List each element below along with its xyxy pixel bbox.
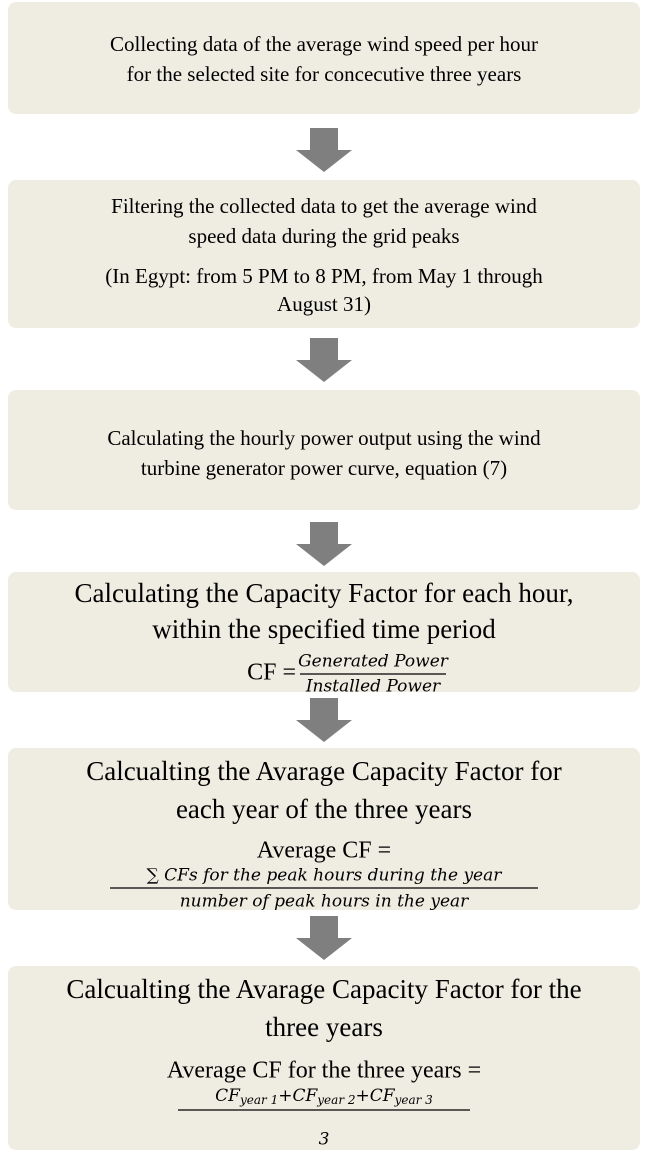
step-text: speed data during the grid peaks xyxy=(188,224,459,248)
term-sub: year 3 xyxy=(394,1093,434,1107)
arrow xyxy=(296,916,352,960)
step-box xyxy=(8,572,640,692)
step-text: Calculating the Capacity Factor for each… xyxy=(75,578,574,608)
formula-numerator: Generated Power xyxy=(298,652,449,672)
term-base: CF xyxy=(292,1086,318,1106)
operator: + xyxy=(278,1086,292,1106)
step-box xyxy=(8,748,640,910)
step-note: August 31) xyxy=(277,292,371,316)
arrow xyxy=(296,128,352,172)
step-box xyxy=(8,390,640,510)
step-text: Calculating the hourly power output usin… xyxy=(107,426,541,450)
step-text: Calcualting the Avarage Capacity Factor … xyxy=(66,974,581,1004)
step-text: within the specified time period xyxy=(152,614,496,644)
step-text: turbine generator power curve, equation … xyxy=(141,456,507,480)
formula-numerator: CFyear 1+CFyear 2+CFyear 3 xyxy=(215,1086,433,1107)
step-text: Filtering the collected data to get the … xyxy=(111,194,537,218)
step-text: three years xyxy=(265,1012,383,1042)
step-box xyxy=(8,2,640,114)
formula-numerator: ∑ CFs for the peak hours during the year xyxy=(147,866,503,886)
formula-lhs: CF = xyxy=(247,660,296,686)
arrow xyxy=(296,338,352,382)
term-base: CF xyxy=(370,1086,396,1106)
formula-denominator: Installed Power xyxy=(305,677,441,697)
step-box xyxy=(8,966,640,1150)
step-text: each year of the three years xyxy=(176,794,472,824)
arrow xyxy=(296,698,352,742)
term-sub: year 1 xyxy=(239,1093,278,1107)
formula-denominator: number of peak hours in the year xyxy=(180,892,469,912)
arrow xyxy=(296,522,352,566)
term-base: CF xyxy=(215,1086,241,1106)
step-note: (In Egypt: from 5 PM to 8 PM, from May 1… xyxy=(105,264,543,288)
formula-lhs: Average CF for the three years = xyxy=(167,1058,481,1084)
operator: + xyxy=(356,1086,370,1106)
step-text: for the selected site for concecutive th… xyxy=(127,62,522,86)
step-text: Collecting data of the average wind spee… xyxy=(110,32,538,56)
formula-lhs: Average CF = xyxy=(257,838,391,864)
step-box xyxy=(8,180,640,328)
term-sub: year 2 xyxy=(316,1093,355,1107)
step-text: Calcualting the Avarage Capacity Factor … xyxy=(86,756,562,786)
formula-denominator: 3 xyxy=(319,1130,330,1150)
